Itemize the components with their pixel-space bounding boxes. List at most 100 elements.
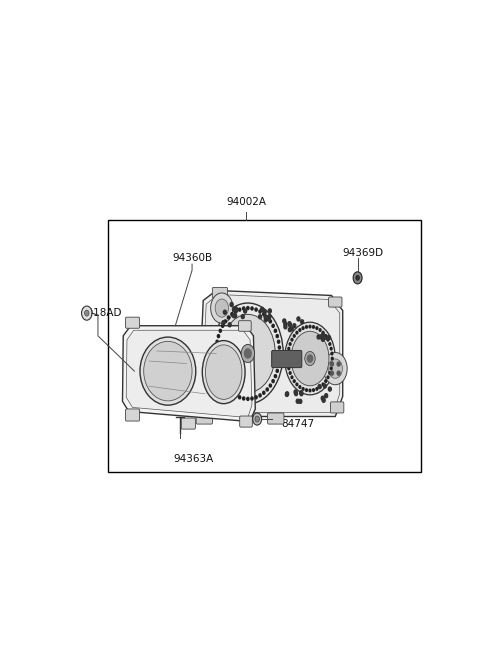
Circle shape bbox=[325, 335, 328, 339]
Circle shape bbox=[288, 323, 291, 327]
Circle shape bbox=[309, 389, 311, 392]
Circle shape bbox=[295, 392, 298, 396]
Polygon shape bbox=[126, 330, 252, 417]
Circle shape bbox=[328, 359, 342, 379]
Circle shape bbox=[274, 329, 276, 332]
Circle shape bbox=[284, 322, 287, 326]
Circle shape bbox=[231, 391, 233, 394]
Circle shape bbox=[263, 310, 266, 314]
Circle shape bbox=[322, 333, 324, 337]
Circle shape bbox=[328, 387, 331, 391]
Circle shape bbox=[329, 372, 331, 374]
Circle shape bbox=[299, 386, 301, 388]
Circle shape bbox=[241, 314, 244, 318]
Circle shape bbox=[232, 307, 236, 311]
Circle shape bbox=[318, 384, 321, 388]
FancyBboxPatch shape bbox=[267, 413, 284, 424]
Text: 84747: 84747 bbox=[281, 419, 314, 429]
Circle shape bbox=[312, 389, 314, 391]
Circle shape bbox=[319, 386, 321, 388]
Text: 94363A: 94363A bbox=[174, 455, 214, 464]
Circle shape bbox=[316, 388, 318, 390]
Circle shape bbox=[330, 362, 334, 366]
Circle shape bbox=[322, 383, 324, 386]
Circle shape bbox=[215, 346, 217, 349]
Circle shape bbox=[269, 320, 272, 323]
Bar bbox=[108, 220, 421, 472]
FancyBboxPatch shape bbox=[272, 350, 302, 367]
Circle shape bbox=[278, 346, 280, 349]
Circle shape bbox=[223, 310, 227, 314]
Circle shape bbox=[247, 398, 249, 400]
Circle shape bbox=[287, 357, 288, 360]
Ellipse shape bbox=[205, 345, 242, 400]
Circle shape bbox=[306, 389, 307, 391]
Polygon shape bbox=[203, 295, 340, 413]
Circle shape bbox=[319, 329, 321, 331]
Circle shape bbox=[329, 343, 331, 345]
Circle shape bbox=[327, 376, 329, 379]
Circle shape bbox=[337, 371, 340, 375]
Circle shape bbox=[283, 319, 286, 323]
Circle shape bbox=[297, 317, 300, 321]
Circle shape bbox=[228, 323, 231, 327]
Circle shape bbox=[296, 399, 299, 403]
Circle shape bbox=[235, 310, 237, 313]
Circle shape bbox=[259, 394, 261, 397]
Circle shape bbox=[277, 364, 280, 367]
Circle shape bbox=[82, 306, 92, 320]
Circle shape bbox=[291, 339, 293, 341]
Polygon shape bbox=[122, 326, 255, 422]
Circle shape bbox=[228, 388, 229, 391]
Circle shape bbox=[286, 392, 288, 396]
Ellipse shape bbox=[140, 337, 196, 405]
Circle shape bbox=[264, 318, 267, 322]
Circle shape bbox=[266, 316, 268, 319]
Text: 94360B: 94360B bbox=[172, 253, 212, 263]
Circle shape bbox=[221, 380, 224, 383]
Circle shape bbox=[288, 328, 291, 331]
Circle shape bbox=[233, 313, 236, 317]
Circle shape bbox=[353, 272, 362, 284]
Circle shape bbox=[293, 335, 295, 337]
Circle shape bbox=[252, 413, 262, 425]
FancyBboxPatch shape bbox=[329, 297, 342, 307]
Circle shape bbox=[244, 349, 251, 358]
Circle shape bbox=[219, 375, 221, 378]
Circle shape bbox=[231, 312, 233, 316]
Circle shape bbox=[263, 391, 265, 394]
Ellipse shape bbox=[291, 331, 329, 386]
Circle shape bbox=[300, 392, 303, 396]
Circle shape bbox=[288, 347, 290, 350]
Circle shape bbox=[327, 335, 330, 340]
Circle shape bbox=[324, 384, 326, 388]
Circle shape bbox=[330, 367, 332, 369]
Circle shape bbox=[215, 358, 217, 361]
Circle shape bbox=[325, 380, 327, 383]
Circle shape bbox=[235, 394, 237, 397]
Circle shape bbox=[302, 388, 304, 390]
Circle shape bbox=[331, 362, 333, 365]
Text: 94369D: 94369D bbox=[343, 248, 384, 257]
Circle shape bbox=[288, 367, 290, 369]
Circle shape bbox=[261, 307, 264, 311]
Circle shape bbox=[337, 362, 340, 366]
FancyBboxPatch shape bbox=[239, 321, 251, 331]
Circle shape bbox=[299, 329, 301, 331]
Polygon shape bbox=[200, 290, 343, 417]
Circle shape bbox=[321, 396, 324, 400]
Circle shape bbox=[235, 308, 238, 312]
Circle shape bbox=[219, 329, 221, 332]
Circle shape bbox=[251, 397, 253, 400]
Ellipse shape bbox=[285, 322, 335, 395]
Circle shape bbox=[284, 325, 287, 329]
Circle shape bbox=[331, 357, 333, 360]
Circle shape bbox=[263, 312, 265, 316]
Ellipse shape bbox=[144, 341, 192, 401]
Text: 94002A: 94002A bbox=[226, 197, 266, 207]
Circle shape bbox=[290, 327, 293, 331]
Circle shape bbox=[230, 303, 233, 307]
Circle shape bbox=[309, 326, 311, 328]
Circle shape bbox=[268, 314, 271, 318]
Circle shape bbox=[232, 314, 235, 318]
